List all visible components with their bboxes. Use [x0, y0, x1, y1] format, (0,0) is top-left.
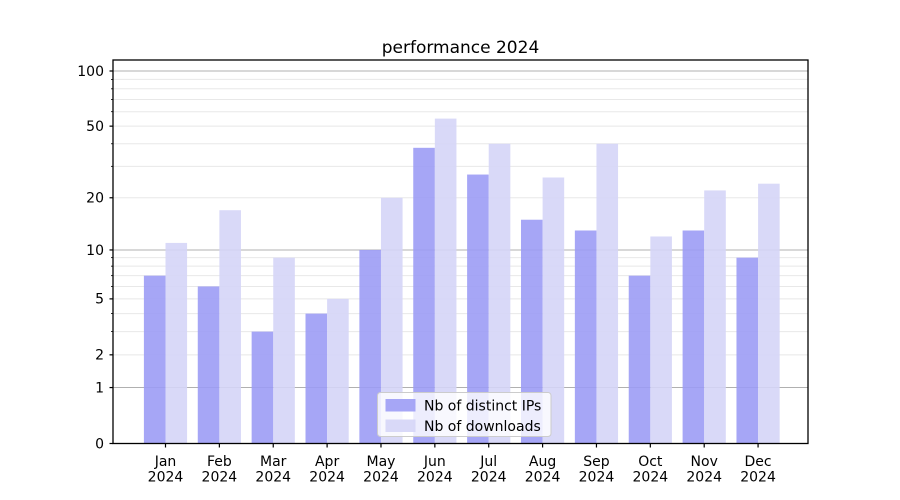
bar-distinct-ips-jan — [143, 275, 166, 444]
x-tick-label-year-may: 2024 — [363, 470, 399, 486]
x-tick-label-month-apr: Apr — [315, 454, 339, 470]
y-tick-label-2: 2 — [95, 348, 104, 364]
bar-downloads-jul — [488, 143, 511, 444]
x-tick-label-month-jun: Jun — [423, 454, 446, 470]
bar-downloads-jan — [165, 242, 188, 444]
chart-title: performance 2024 — [382, 38, 540, 58]
bars — [143, 118, 780, 444]
x-tick-label-month-jan: Jan — [154, 454, 177, 470]
bar-distinct-ips-feb — [197, 286, 220, 444]
bar-downloads-oct — [650, 236, 672, 444]
x-tick-label-month-may: May — [367, 454, 396, 470]
legend-label-distinct-ips: Nb of distinct IPs — [424, 399, 541, 415]
x-tick-label-year-jan: 2024 — [148, 470, 184, 486]
bar-distinct-ips-aug — [520, 219, 543, 444]
x-tick-label-year-apr: 2024 — [309, 470, 345, 486]
x-tick-label-month-jul: Jul — [479, 454, 497, 470]
bar-distinct-ips-may — [359, 249, 381, 444]
x-tick-label-year-jun: 2024 — [417, 470, 453, 486]
bar-downloads-dec — [758, 183, 780, 444]
x-tick-label-month-aug: Aug — [529, 454, 556, 470]
bar-distinct-ips-mar — [251, 331, 274, 444]
bar-distinct-ips-apr — [305, 313, 328, 444]
x-tick-label-year-jul: 2024 — [471, 470, 507, 486]
x-tick-label-year-mar: 2024 — [255, 470, 291, 486]
bar-downloads-sep — [596, 143, 619, 444]
legend: Nb of distinct IPs Nb of downloads — [377, 392, 552, 437]
x-tick-label-month-sep: Sep — [583, 454, 610, 470]
legend-label-downloads: Nb of downloads — [424, 419, 541, 435]
bar-downloads-nov — [704, 190, 726, 444]
legend-swatch-distinct-ips — [385, 399, 416, 412]
x-tick-label-month-oct: Oct — [638, 454, 663, 470]
x-tick-label-month-feb: Feb — [207, 454, 232, 470]
bar-downloads-mar — [273, 257, 295, 444]
bar-downloads-may — [380, 197, 403, 444]
bar-downloads-jun — [434, 118, 457, 444]
x-tick-label-year-aug: 2024 — [525, 470, 561, 486]
plot-border — [112, 59, 809, 445]
bar-distinct-ips-jun — [413, 147, 435, 444]
y-tick-label-100: 100 — [77, 64, 104, 80]
bar-distinct-ips-nov — [682, 230, 705, 444]
bar-distinct-ips-jul — [467, 174, 489, 444]
legend-box — [377, 392, 552, 437]
axes: 0125102050100Jan2024Feb2024Mar2024Apr202… — [77, 59, 809, 486]
y-tick-label-50: 50 — [86, 119, 104, 135]
legend-swatch-downloads — [385, 419, 416, 432]
bar-downloads-feb — [219, 210, 241, 444]
x-tick-label-month-mar: Mar — [260, 454, 287, 470]
bar-downloads-aug — [542, 177, 565, 444]
y-tick-label-0: 0 — [95, 436, 104, 452]
x-tick-label-year-feb: 2024 — [202, 470, 238, 486]
x-tick-label-year-oct: 2024 — [633, 470, 669, 486]
bar-distinct-ips-sep — [574, 230, 597, 444]
x-tick-label-year-nov: 2024 — [686, 470, 722, 486]
x-tick-label-year-dec: 2024 — [740, 470, 776, 486]
y-tick-label-20: 20 — [86, 191, 104, 207]
y-tick-label-5: 5 — [95, 292, 104, 308]
y-tick-label-1: 1 — [95, 380, 104, 396]
x-tick-label-year-sep: 2024 — [579, 470, 615, 486]
y-tick-label-10: 10 — [86, 243, 104, 259]
bar-distinct-ips-dec — [736, 257, 759, 444]
bar-distinct-ips-oct — [628, 275, 651, 444]
bar-downloads-apr — [327, 298, 349, 444]
x-tick-label-month-nov: Nov — [691, 454, 718, 470]
x-tick-label-month-dec: Dec — [745, 454, 772, 470]
